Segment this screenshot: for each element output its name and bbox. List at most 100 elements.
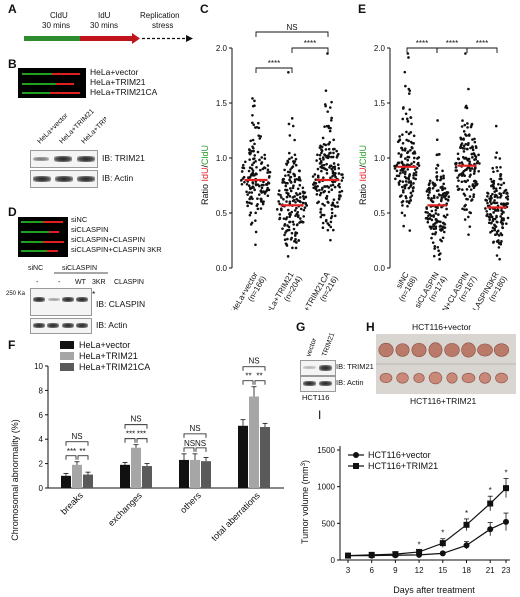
data-point [454,166,458,169]
data-point [320,213,324,217]
data-point [409,185,412,188]
data-point [315,193,319,196]
data-point [318,180,321,184]
data-point [457,179,460,182]
data-point [434,212,438,215]
data-point [439,186,443,189]
data-point [407,92,411,95]
data-point [491,219,495,223]
data-point [431,186,435,190]
data-point [295,231,299,235]
data-point [405,138,408,142]
data-point [406,158,410,162]
data-point [326,228,330,232]
data-point [252,161,256,165]
data-point [302,208,306,212]
data-point [412,152,415,155]
data-point [414,177,417,181]
h-top-label: HCT116+vector [412,322,472,332]
data-point [296,223,299,226]
data-point [397,161,401,165]
data-point [291,165,295,168]
e-ylabel: Ratio IdU/CldU [358,145,368,205]
data-point [245,201,249,204]
data-point [338,185,341,189]
e-ylabel-idu: IdU [358,168,368,182]
significance-bracket [255,31,329,37]
y-tick-label: 0.5 [374,209,386,218]
data-point [504,196,508,199]
data-point [474,166,477,169]
data-point [256,197,259,200]
c-ylabel-idu: IdU [200,168,210,182]
data-point [266,164,270,167]
data-point [297,169,301,172]
data-point [403,175,407,179]
fiber-green [21,250,47,252]
data-point [433,245,437,248]
data-point [313,173,317,176]
h-bottom-label: HCT116+TRIM21 [410,396,477,406]
blot-band [33,297,45,302]
data-point [261,167,265,171]
data-point [325,162,328,166]
data-point [262,180,265,184]
data-point [254,219,257,222]
data-point [464,133,467,136]
data-point [321,221,325,225]
data-point [318,146,322,149]
data-point [492,241,495,244]
data-point [426,220,430,224]
data-point [282,197,285,201]
blot-band [76,323,88,328]
data-point [446,191,450,194]
ib-actin-d-label: IB: Actin [96,320,128,330]
data-point [433,247,436,250]
data-point [330,116,333,120]
data-point [485,214,488,217]
data-point [465,157,469,161]
data-point [492,211,495,214]
data-point [458,161,461,165]
data-point [456,185,459,188]
data-point [288,151,291,155]
data-point [293,173,296,177]
data-point [291,186,295,190]
sig-label-top: NS [189,424,200,433]
data-point [251,138,255,142]
data-point [395,163,399,167]
fiber-label-3kr: siCLASPIN+CLASPIN 3KR [71,245,162,254]
data-point [296,187,300,191]
legend-label: HeLa+vector [79,340,130,350]
data-point [400,146,404,150]
data-point [472,152,476,155]
data-point [292,227,296,231]
data-point [318,188,321,192]
data-point [493,190,497,193]
data-point [469,211,473,215]
data-point [424,217,428,220]
data-point [250,149,253,153]
fiber-label-sinc: siNC [71,215,88,224]
bar [190,459,200,488]
data-point [250,195,253,199]
data-point [298,199,301,203]
data-point [472,195,475,199]
data-point [260,186,264,190]
data-point [298,192,302,195]
data-point [290,231,294,235]
data-point [268,174,271,178]
blot-band [76,297,88,302]
data-point [319,191,323,195]
data-point [439,252,442,255]
c-ylabel-cldu: CldU [200,145,210,165]
data-point [467,215,470,219]
sig-bracket-left [65,455,77,460]
data-point [392,551,399,558]
tumor-vector [378,342,394,358]
x-tick-label: 23 [502,566,511,575]
data-point [397,183,401,186]
legend-label: HeLa+TRIM21CA [79,362,150,372]
y-tick-label: 1500 [317,446,335,455]
data-point [471,148,475,152]
